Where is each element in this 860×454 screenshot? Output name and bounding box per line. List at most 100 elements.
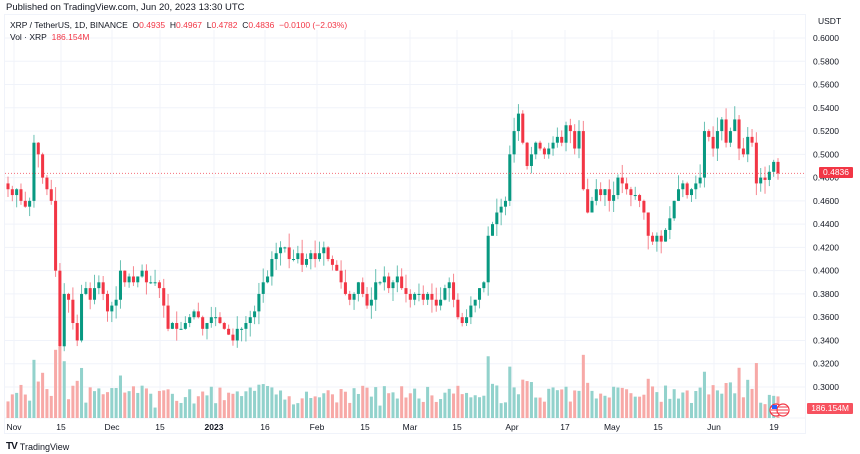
candle (443, 288, 447, 300)
candle (668, 218, 672, 230)
volume-label[interactable]: Vol · XRP (10, 32, 47, 42)
volume-bar (274, 394, 278, 418)
y-axis-tick: 0.4400 (813, 219, 839, 229)
candle (300, 253, 304, 265)
volume-bar (681, 392, 685, 418)
candle (421, 293, 425, 300)
candle (313, 253, 317, 260)
volume-bar (45, 389, 49, 418)
x-axis-tick: 15 (653, 422, 663, 432)
volume-bar (326, 390, 330, 418)
y-axis-tick: 0.5800 (813, 56, 839, 66)
volume-bar (10, 394, 14, 418)
candle (555, 136, 559, 143)
candle (123, 270, 127, 283)
volume-bar (317, 397, 321, 418)
volume-bar (218, 387, 222, 418)
y-axis-tick: 0.5200 (813, 126, 839, 136)
y-axis-tick: 0.4200 (813, 242, 839, 252)
volume-bar (404, 397, 408, 418)
candle (607, 189, 611, 201)
x-axis-tick: 15 (155, 422, 165, 432)
volume-bar (629, 393, 633, 418)
volume-bar (49, 395, 53, 418)
candle (525, 142, 529, 166)
candle (612, 195, 616, 201)
volume-bar (473, 395, 477, 418)
candle (162, 288, 166, 306)
volume-bar (486, 356, 490, 418)
symbol-label[interactable]: XRP / TetherUS, 1D, BINANCE (10, 20, 128, 30)
x-axis-tick: Mar (403, 422, 418, 432)
y-axis-tick: 0.3000 (813, 382, 839, 392)
tradingview-logo-text: TradingView (19, 441, 70, 452)
y-axis-tick: 0.4000 (813, 266, 839, 276)
candle (266, 276, 270, 283)
volume-bar (157, 390, 161, 418)
volume-bar (240, 396, 244, 418)
candle (10, 189, 14, 196)
volume-bar (538, 397, 542, 418)
candle (118, 270, 122, 300)
volume-bar (564, 386, 568, 418)
volume-bar (603, 395, 607, 418)
volume-bar (105, 392, 110, 418)
candle (659, 235, 663, 242)
candle (733, 119, 737, 132)
volume-bar (668, 398, 672, 418)
volume-bar (482, 395, 486, 418)
candle (469, 305, 473, 318)
volume-bar (80, 367, 84, 418)
volume-bar (330, 394, 334, 418)
y-axis-tick: 0.5000 (813, 149, 839, 159)
volume-bar (296, 403, 300, 418)
candle (227, 328, 231, 335)
candle (685, 183, 689, 196)
volume-bar (733, 393, 737, 418)
candle (361, 282, 365, 294)
us-economic-events-icon[interactable] (769, 403, 790, 417)
candle (369, 299, 373, 306)
candle (430, 293, 434, 300)
candle (326, 247, 330, 260)
candle (140, 270, 144, 277)
candle (560, 136, 564, 143)
volume-bar (542, 401, 546, 418)
candle (499, 206, 503, 213)
candle (395, 276, 399, 283)
candle (54, 200, 58, 271)
volume-bar (36, 381, 40, 418)
volume-bar (179, 402, 183, 418)
candle (625, 183, 629, 190)
volume-bar (88, 387, 92, 418)
volume-bar (309, 398, 313, 418)
tradingview-logo[interactable]: TV TradingView (6, 441, 69, 452)
y-axis-tick: 0.3800 (813, 289, 839, 299)
volume-bar (590, 390, 594, 418)
candle (23, 200, 27, 207)
candle (309, 253, 313, 260)
candle (322, 247, 326, 254)
high-value: 0.4967 (176, 20, 203, 30)
volume-bar (23, 394, 27, 418)
change-value: −0.0100 (−2.03%) (279, 20, 348, 30)
volume-bar (196, 396, 200, 418)
candle (28, 200, 32, 207)
candle (330, 259, 334, 265)
x-axis-tick: 15 (56, 422, 66, 432)
candle (248, 317, 252, 324)
candle (32, 142, 36, 201)
candle (136, 276, 140, 283)
volume-bar (71, 385, 75, 418)
candle (343, 282, 347, 294)
volume-bar (144, 388, 148, 418)
candle (521, 113, 525, 143)
candle (681, 183, 685, 190)
volume-bar (512, 387, 516, 418)
volume-bar (235, 391, 239, 418)
candle (702, 131, 706, 178)
open-value: 0.4935 (139, 20, 166, 30)
volume-bar (374, 387, 378, 418)
candle (183, 323, 187, 329)
